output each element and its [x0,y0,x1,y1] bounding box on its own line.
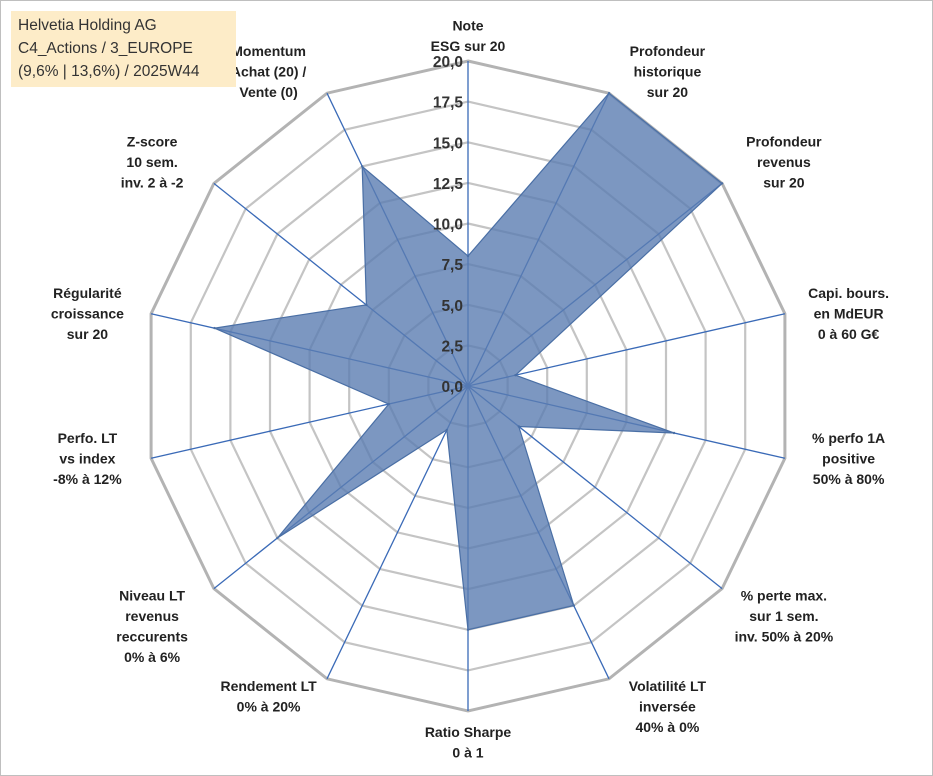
axis-label: Profondeur historique sur 20 [630,43,706,100]
axis-label: Note ESG sur 20 [431,18,506,55]
radial-tick-labels: 0,0 2,5 5,0 7,5 10,0 12,5 15,0 17,5 20,0 [433,54,464,396]
tick-label: 5,0 [441,298,463,315]
axis-spoke [467,313,786,387]
axis-label: % perfo 1A positive 50% à 80% [812,430,885,487]
tick-label: 12,5 [433,176,464,193]
tick-label: 15,0 [433,135,463,152]
axis-label: Ratio Sharpe 0 à 1 [425,724,512,761]
series-point [517,425,520,428]
series-point [365,303,368,307]
axis-spoke [326,385,469,680]
axis-label: Perfo. LT vs index -8% à 12% [53,430,122,487]
series-point [514,374,517,377]
axis-label: Momentum Achat (20) / Vente (0) [231,43,307,100]
axis-label: Rendement LT 0% à 20% [220,678,317,715]
series-point [466,628,470,631]
tick-label: 17,5 [433,95,464,112]
series-point [387,402,390,406]
series-point [276,536,279,540]
axis-labels: Note ESG sur 20 Profondeur historique sur 20… [51,18,889,761]
axis-label: Régularité croissance sur 20 [51,285,124,342]
series-point [445,428,448,432]
axis-label: Z-score 10 sem. inv. 2 à -2 [121,133,184,190]
series-point [672,431,676,435]
axis-label: Niveau LT revenus reccurents 0% à 6% [116,588,188,666]
radar-series [212,92,724,631]
axis-label: % perte max. sur 1 sem. inv. 50% à 20% [735,588,834,645]
series-point [720,182,724,185]
series-point [213,326,216,330]
series-point [607,92,611,95]
series-point [572,604,575,607]
axis-label: Volatilité LT inversée 40% à 0% [629,678,707,735]
axis-label: Capi. bours. en MdEUR 0 à 60 G€ [808,285,889,342]
category-label: C4_Actions / 3_EUROPE [18,40,193,57]
tick-label: 0,0 [441,379,463,396]
info-box: Helvetia Holding AG C4_Actions / 3_EUROP… [11,11,236,87]
company-name: Helvetia Holding AG [18,17,157,34]
axis-label: Profondeur revenus sur 20 [746,133,822,190]
tick-label: 10,0 [433,217,463,234]
tick-label: 7,5 [441,257,463,274]
period-label: (9,6% | 13,6%) / 2025W44 [18,63,200,80]
tick-label: 20,0 [433,54,463,71]
series-point [361,165,364,168]
tick-label: 2,5 [441,338,463,355]
series-point [466,254,470,258]
